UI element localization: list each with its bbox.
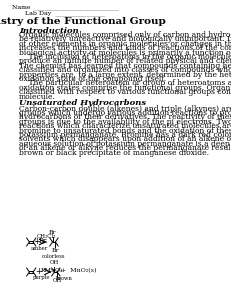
Text: groups is due to the availability of the pi electrons. Two typical: groups is due to the availability of the… <box>19 118 231 126</box>
Text: Lab Day  ________________: Lab Day ________________ <box>25 10 105 16</box>
Text: KMnO₄: KMnO₄ <box>41 268 64 274</box>
Text: +: + <box>35 268 42 277</box>
Text: properties are, to a large extent, determined by the heteroatom or: properties are, to a large extent, deter… <box>19 70 231 79</box>
Text: brown or black precipitate of manganese dioxide.: brown or black precipitate of manganese … <box>19 148 209 157</box>
Text: Br: Br <box>49 230 56 236</box>
Text: reactions which characterize unsaturated molecules are the addition of: reactions which characterize unsaturated… <box>19 122 231 130</box>
Text: The chemist has learned that compounds containing heteroatoms can be: The chemist has learned that compounds c… <box>19 62 231 70</box>
Text: biological activity of molecules is primarily a function of these changes.: biological activity of molecules is prim… <box>19 49 231 57</box>
Text: increases the numbers and kinds of reactions of the compound. The: increases the numbers and kinds of react… <box>19 44 231 52</box>
Text: Unsaturated Hydrocarbons: Unsaturated Hydrocarbons <box>19 99 146 107</box>
Text: amber: amber <box>31 245 48 250</box>
Text: Introduction: Introduction <box>19 27 79 35</box>
Text: aqueous solution of potassium permanganate is a deep purple. Addition: aqueous solution of potassium permangana… <box>19 140 231 148</box>
Text: Name  ___________________________: Name ___________________________ <box>12 4 119 10</box>
Text: purple: purple <box>33 275 51 281</box>
Text: groups which undergo various addition reactions to produce saturated: groups which undergo various addition re… <box>19 109 231 117</box>
Text: oxidation states comprise the functional groups. Organic molecules are: oxidation states comprise the functional… <box>19 84 231 92</box>
Text: Carbon-carbon double (alkenes) and triple (alkynes) are functional: Carbon-carbon double (alkenes) and tripl… <box>19 104 231 112</box>
Text: The particular heteroatom or group of heteroatoms and the various: The particular heteroatom or group of he… <box>19 80 231 87</box>
Text: The inclusion of heteroatoms in the organic molecule does not: The inclusion of heteroatoms in the orga… <box>19 53 231 61</box>
Text: Br: Br <box>52 248 59 253</box>
Text: hydrocarbons or their derivatives. The reactivity of these functional: hydrocarbons or their derivatives. The r… <box>19 113 231 121</box>
Text: of other elements in organic molecules or changes in the oxidation state: of other elements in organic molecules o… <box>19 40 231 48</box>
Text: solvents which disappears upon addition of an alkene or alkyne. An: solvents which disappears upon addition … <box>19 135 231 143</box>
Text: +  MnO₂(s): + MnO₂(s) <box>61 268 97 274</box>
Text: classified with respect to various functional groups contained in the: classified with respect to various funct… <box>19 88 231 96</box>
Text: be relatively unreactive and biologically unimportant. Inclusion of atoms: be relatively unreactive and biologicall… <box>19 35 231 44</box>
Text: CH₂Cl₂: CH₂Cl₂ <box>36 233 56 238</box>
Text: Chemistry of the Functional Group: Chemistry of the Functional Group <box>0 17 166 26</box>
Text: molecule.: molecule. <box>19 93 56 101</box>
Text: bromine to unsaturated bonds and the oxidation of these bond by: bromine to unsaturated bonds and the oxi… <box>19 127 231 134</box>
Text: colorless: colorless <box>42 254 66 259</box>
Text: +: + <box>33 238 40 247</box>
Text: classified and organized into classes of compounds whose chemical: classified and organized into classes of… <box>19 66 231 74</box>
Text: Br: Br <box>39 237 48 245</box>
Text: produce an infinite number of related physical and chemical properties.: produce an infinite number of related ph… <box>19 57 231 65</box>
Text: brown: brown <box>56 275 73 281</box>
Text: oxidation state of the compound itself.: oxidation state of the compound itself. <box>19 75 166 83</box>
Text: Organic molecules comprised only of carbon and hydrogen would: Organic molecules comprised only of carb… <box>19 31 231 39</box>
Text: of an alkene or alkyne reduces the permanganate resulting in a dark: of an alkene or alkyne reduces the perma… <box>19 144 231 152</box>
Text: OH: OH <box>53 278 62 284</box>
Text: potassium permanganate. Bromine has a dark red color in non-polar: potassium permanganate. Bromine has a da… <box>19 131 231 139</box>
Text: 2: 2 <box>41 239 44 244</box>
Text: OH: OH <box>50 260 59 266</box>
